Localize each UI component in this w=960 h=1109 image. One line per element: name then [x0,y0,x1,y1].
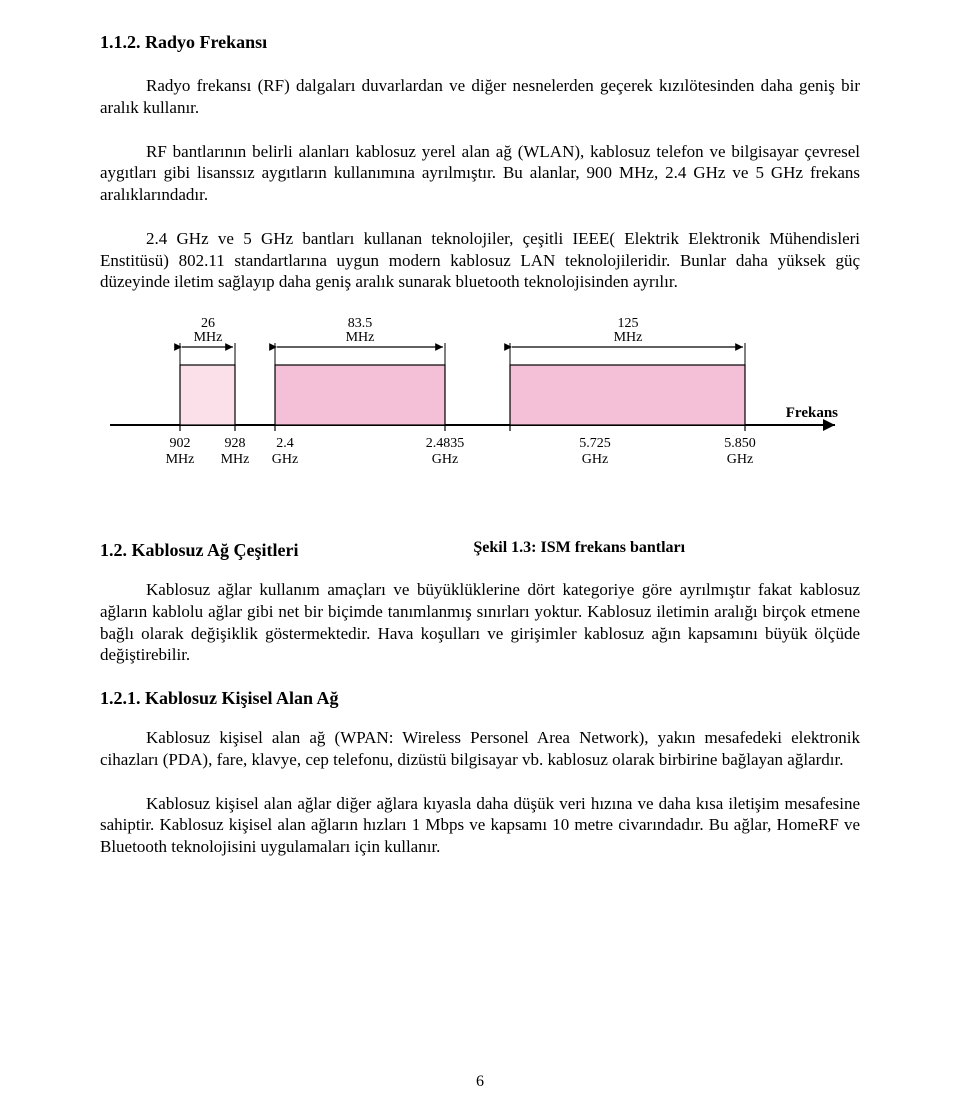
svg-text:125: 125 [618,316,639,331]
svg-text:26: 26 [201,316,215,331]
svg-text:GHz: GHz [727,452,753,467]
svg-text:GHz: GHz [432,452,458,467]
paragraph: Kablosuz ağlar kullanım amaçları ve büyü… [100,579,860,666]
svg-text:83.5: 83.5 [348,316,373,331]
svg-text:5.725: 5.725 [579,436,611,451]
svg-text:5.850: 5.850 [724,436,756,451]
paragraph: Radyo frekansı (RF) dalgaları duvarlarda… [100,75,860,119]
svg-text:MHz: MHz [346,330,375,345]
ism-frequency-bands-figure: Frekans26MHz83.5MHz125MHz902MHz928MHz2.4… [100,315,860,525]
svg-text:2.4835: 2.4835 [426,436,465,451]
page-number: 6 [0,1073,960,1091]
paragraph: Kablosuz kişisel alan ağ (WPAN: Wireless… [100,727,860,771]
svg-text:MHz: MHz [194,330,223,345]
page: 1.1.2. Radyo Frekansı Radyo frekansı (RF… [0,0,960,1109]
svg-text:GHz: GHz [582,452,608,467]
heading-kablosuz-ag-cesitleri: 1.2. Kablosuz Ağ Çeşitleri [100,540,299,561]
svg-text:902: 902 [170,436,191,451]
heading-kablosuz-kisisel-alan-ag: 1.2.1. Kablosuz Kişisel Alan Ağ [100,688,860,709]
svg-text:928: 928 [225,436,246,451]
svg-text:MHz: MHz [221,452,250,467]
ism-bands-svg: Frekans26MHz83.5MHz125MHz902MHz928MHz2.4… [100,315,860,525]
paragraph: RF bantlarının belirli alanları kablosuz… [100,141,860,206]
svg-text:MHz: MHz [166,452,195,467]
svg-text:Frekans: Frekans [786,405,838,421]
figure-caption: Şekil 1.3: ISM frekans bantları [299,539,861,557]
caption-row: 1.2. Kablosuz Ağ Çeşitleri Şekil 1.3: IS… [100,539,860,561]
svg-text:2.4: 2.4 [276,436,294,451]
paragraph: 2.4 GHz ve 5 GHz bantları kullanan tekno… [100,228,860,293]
paragraph: Kablosuz kişisel alan ağlar diğer ağlara… [100,793,860,858]
svg-text:GHz: GHz [272,452,298,467]
heading-radyo-frekansi: 1.1.2. Radyo Frekansı [100,32,860,53]
svg-text:MHz: MHz [614,330,643,345]
